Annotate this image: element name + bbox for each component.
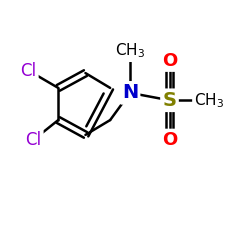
Text: O: O	[162, 131, 177, 149]
Text: O: O	[162, 52, 177, 70]
Text: Cl: Cl	[26, 131, 42, 149]
Text: S: S	[162, 91, 176, 110]
Text: N: N	[122, 83, 138, 102]
Text: CH$_3$: CH$_3$	[194, 91, 224, 110]
Text: CH$_3$: CH$_3$	[115, 42, 145, 60]
Text: Cl: Cl	[20, 62, 37, 80]
